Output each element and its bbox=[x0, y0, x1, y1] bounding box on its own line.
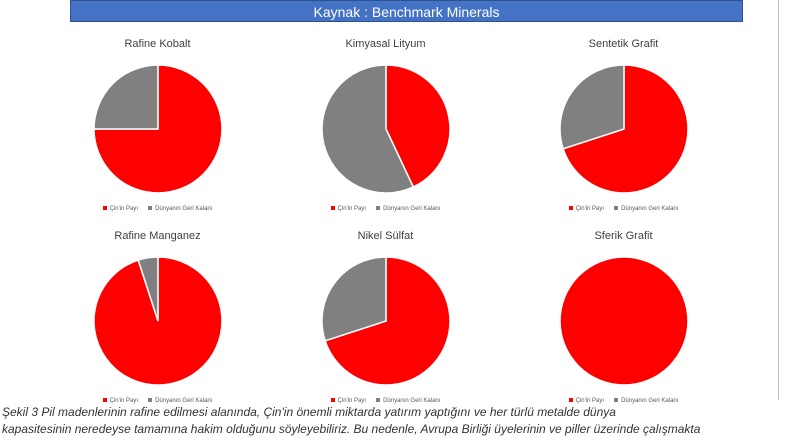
chart-legend: Çin'in Payı Dünyanın Geri Kalanı bbox=[268, 206, 503, 212]
chart-legend: Çin'in Payı Dünyanın Geri Kalanı bbox=[506, 206, 741, 212]
caption-line-2: kapasitesinin neredeyse tamamına hakim o… bbox=[2, 422, 701, 436]
chart-title: Sferik Grafit bbox=[594, 230, 653, 242]
legend-item: Çin'in Payı bbox=[568, 206, 605, 212]
legend-swatch bbox=[330, 206, 335, 211]
legend-swatch bbox=[102, 206, 107, 211]
legend-swatch bbox=[330, 398, 335, 403]
legend-swatch bbox=[614, 206, 619, 211]
slice-china bbox=[93, 64, 223, 194]
legend-item: Çin'in Payı bbox=[330, 398, 367, 404]
pie-svg bbox=[321, 256, 451, 386]
chart-legend: Çin'in Payı Dünyanın Geri Kalanı bbox=[40, 206, 275, 212]
slice-rest-of-world bbox=[137, 256, 159, 322]
legend-item: Dünyanın Geri Kalanı bbox=[148, 398, 212, 404]
chart-title: Rafine Manganez bbox=[114, 230, 201, 242]
legend-label: Dünyanın Geri Kalanı bbox=[155, 206, 213, 212]
pie-chart-2: Kimyasal Lityum Çin'in Payı Dünyanın Geri … bbox=[268, 32, 503, 217]
legend-label: Çin'in Payı bbox=[337, 206, 367, 212]
legend-item: Dünyanın Geri Kalanı bbox=[376, 206, 440, 212]
legend-item: Dünyanın Geri Kalanı bbox=[148, 206, 212, 212]
slice-china bbox=[559, 256, 689, 386]
pie-svg bbox=[93, 64, 223, 194]
pie-svg bbox=[93, 256, 223, 386]
legend-swatch bbox=[376, 398, 381, 403]
chart-legend: Çin'in Payı Dünyanın Geri Kalanı bbox=[506, 398, 741, 404]
pie-chart-5: Nikel Sülfat Çin'in Payı Dünyanın Geri Kal… bbox=[268, 224, 503, 409]
figure-caption: Şekil 3 Pil madenlerinin rafine edilmesi… bbox=[2, 404, 798, 438]
pie-chart-1: Rafine Kobalt Çin'in Payı Dünyanın Geri Ka… bbox=[40, 32, 275, 217]
chart-title: Rafine Kobalt bbox=[124, 38, 191, 50]
legend-swatch bbox=[568, 206, 573, 211]
legend-label: Çin'in Payı bbox=[109, 206, 139, 212]
pie-svg bbox=[559, 64, 689, 194]
chart-title: Nikel Sülfat bbox=[357, 230, 414, 242]
slice-china bbox=[385, 64, 451, 188]
legend-item: Dünyanın Geri Kalanı bbox=[614, 206, 678, 212]
chart-title: Kimyasal Lityum bbox=[345, 38, 426, 50]
pie-svg bbox=[559, 256, 689, 386]
legend-label: Çin'in Payı bbox=[575, 206, 605, 212]
legend-item: Çin'in Payı bbox=[102, 206, 139, 212]
slice-rest-of-world bbox=[93, 64, 159, 130]
legend-item: Çin'in Payı bbox=[568, 398, 605, 404]
legend-swatch bbox=[376, 206, 381, 211]
chart-title: Sentetik Grafit bbox=[588, 38, 659, 50]
slice-china bbox=[562, 64, 689, 194]
legend-item: Çin'in Payı bbox=[330, 206, 367, 212]
legend-label: Dünyanın Geri Kalanı bbox=[621, 398, 679, 404]
legend-swatch bbox=[614, 398, 619, 403]
chart-legend: Çin'in Payı Dünyanın Geri Kalanı bbox=[268, 398, 503, 404]
pie-chart-3: Sentetik Grafit Çin'in Payı Dünyanın Geri … bbox=[506, 32, 741, 217]
legend-label: Çin'in Payı bbox=[575, 398, 605, 404]
legend-item: Dünyanın Geri Kalanı bbox=[376, 398, 440, 404]
legend-swatch bbox=[148, 398, 153, 403]
legend-label: Çin'in Payı bbox=[337, 398, 367, 404]
pie-chart-4: Rafine Manganez Çin'in Payı Dünyanın Geri … bbox=[40, 224, 275, 409]
pie-chart-6: Sferik Grafit Çin'in Payı Dünyanın Geri Ka… bbox=[506, 224, 741, 409]
slice-rest-of-world bbox=[321, 256, 387, 342]
slice-rest-of-world bbox=[321, 64, 415, 194]
legend-label: Dünyanın Geri Kalanı bbox=[621, 206, 679, 212]
legend-swatch bbox=[102, 398, 107, 403]
legend-item: Dünyanın Geri Kalanı bbox=[614, 398, 678, 404]
legend-item: Çin'in Payı bbox=[102, 398, 139, 404]
legend-swatch bbox=[568, 398, 573, 403]
pie-svg bbox=[321, 64, 451, 194]
chart-legend: Çin'in Payı Dünyanın Geri Kalanı bbox=[40, 398, 275, 404]
legend-label: Dünyanın Geri Kalanı bbox=[155, 398, 213, 404]
caption-line-1: Şekil 3 Pil madenlerinin rafine edilmesi… bbox=[2, 405, 616, 419]
figure-frame bbox=[70, 0, 779, 400]
legend-label: Dünyanın Geri Kalanı bbox=[383, 398, 441, 404]
source-banner: Kaynak : Benchmark Minerals bbox=[70, 0, 743, 22]
legend-label: Dünyanın Geri Kalanı bbox=[383, 206, 441, 212]
legend-label: Çin'in Payı bbox=[109, 398, 139, 404]
slice-china bbox=[324, 256, 451, 386]
legend-swatch bbox=[148, 206, 153, 211]
slice-rest-of-world bbox=[559, 64, 625, 150]
